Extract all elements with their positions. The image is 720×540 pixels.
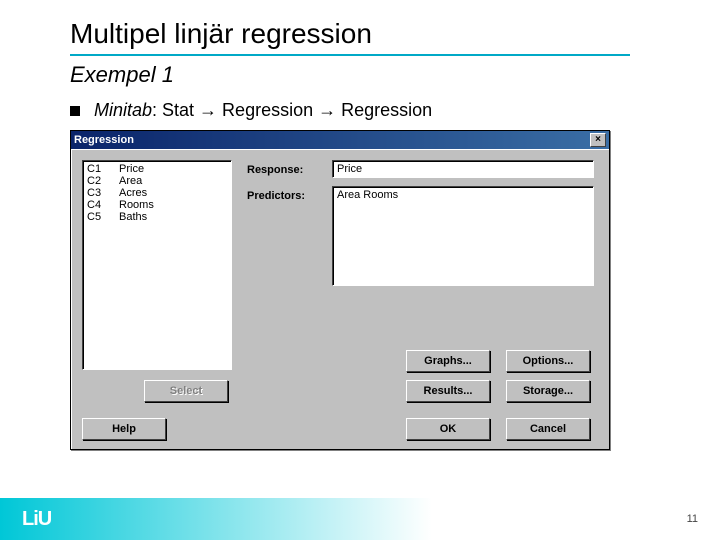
slide-subtitle: Exempel 1 [70, 62, 174, 88]
list-item[interactable]: C5 Baths [87, 211, 227, 223]
list-item[interactable]: C2 Area [87, 175, 227, 187]
bullet-rest: : Stat → Regression → Regression [152, 100, 432, 120]
options-button[interactable]: Options... [506, 350, 590, 372]
dialog-body: C1 Price C2 Area C3 Acres C4 Rooms C5 [71, 149, 609, 449]
slide: Multipel linjär regression Exempel 1 Min… [0, 0, 720, 540]
columns-listbox[interactable]: C1 Price C2 Area C3 Acres C4 Rooms C5 [82, 160, 232, 370]
list-col-name: Area [119, 175, 227, 187]
list-col-name: Rooms [119, 199, 227, 211]
regression-dialog: Regression × C1 Price C2 Area C3 Acres [70, 130, 610, 450]
list-item[interactable]: C4 Rooms [87, 199, 227, 211]
response-label: Response: [247, 164, 303, 176]
list-item[interactable]: C1 Price [87, 163, 227, 175]
list-col-name: Baths [119, 211, 227, 223]
bullet-italic: Minitab [94, 100, 152, 120]
list-col-name: Acres [119, 187, 227, 199]
list-col-id: C1 [87, 163, 119, 175]
list-col-id: C3 [87, 187, 119, 199]
dialog-title: Regression [74, 134, 134, 146]
slide-title: Multipel linjär regression [70, 18, 630, 56]
storage-button[interactable]: Storage... [506, 380, 590, 402]
slide-bullet: Minitab: Stat → Regression → Regression [70, 100, 432, 121]
bullet-square-icon [70, 106, 80, 116]
liu-logo: LiU [22, 508, 51, 531]
predictors-label: Predictors: [247, 190, 305, 202]
list-col-id: C5 [87, 211, 119, 223]
select-button: Select [144, 380, 228, 402]
graphs-button[interactable]: Graphs... [406, 350, 490, 372]
cancel-button[interactable]: Cancel [506, 418, 590, 440]
page-number: 11 [687, 513, 698, 525]
list-col-id: C4 [87, 199, 119, 211]
results-button[interactable]: Results... [406, 380, 490, 402]
ok-button[interactable]: OK [406, 418, 490, 440]
close-icon[interactable]: × [590, 133, 606, 147]
dialog-titlebar[interactable]: Regression × [71, 131, 609, 149]
predictors-input[interactable]: Area Rooms [332, 186, 594, 286]
bullet-text: Minitab: Stat → Regression → Regression [94, 100, 432, 121]
response-input[interactable]: Price [332, 160, 594, 178]
help-button[interactable]: Help [82, 418, 166, 440]
list-item[interactable]: C3 Acres [87, 187, 227, 199]
slide-footer: LiU 11 [0, 498, 720, 540]
list-col-name: Price [119, 163, 227, 175]
list-col-id: C2 [87, 175, 119, 187]
